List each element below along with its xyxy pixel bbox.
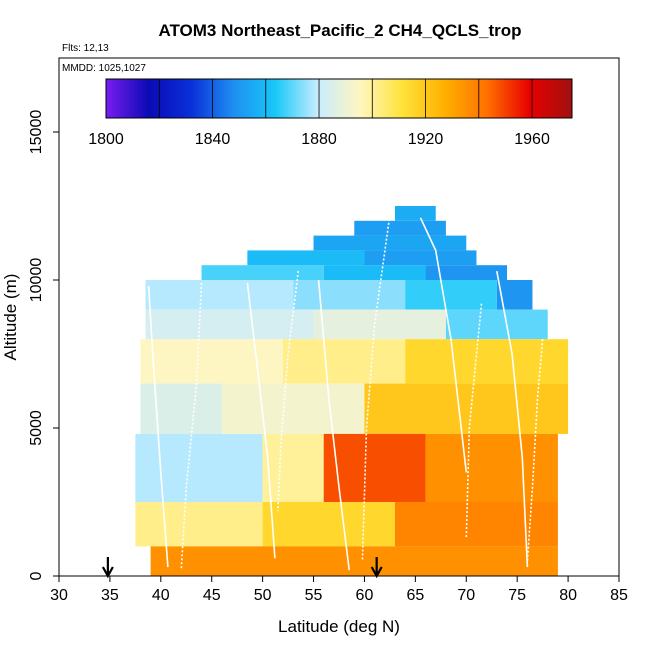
colorbar-frame xyxy=(105,78,573,119)
heatmap-cell xyxy=(262,502,395,547)
flights-label: Flts: 12,13 xyxy=(62,43,109,54)
chart-title: ATOM3 Northeast_Pacific_2 CH4_QCLS_trop xyxy=(158,21,521,40)
x-tick-label: 55 xyxy=(305,587,323,604)
heatmap-cell xyxy=(405,339,569,384)
y-tick-label: 15000 xyxy=(28,110,45,155)
y-axis: 0 5000 10000 15000 xyxy=(28,110,59,580)
heatmap-cell xyxy=(496,280,533,310)
flight-track-profile-2 xyxy=(180,282,203,571)
y-tick-label: 10000 xyxy=(28,258,45,303)
flight-track-profile-5 xyxy=(317,279,350,571)
colorbar-tick-label: 1880 xyxy=(301,131,337,148)
heatmap-cell xyxy=(221,383,365,434)
heatmap-cell xyxy=(293,280,406,310)
x-tick-label: 65 xyxy=(406,587,424,604)
flight-track-profile-7 xyxy=(419,217,468,473)
heatmap-cell xyxy=(135,433,263,502)
down-arrow-icon xyxy=(370,557,383,579)
x-axis: 30 35 40 45 50 55 60 65 70 75 80 85 xyxy=(50,576,628,604)
location-arrows xyxy=(101,557,383,579)
colorbar-dividers xyxy=(158,79,533,118)
colorbar-tick-label: 1800 xyxy=(88,131,124,148)
flight-track-profile-1 xyxy=(147,285,169,568)
heatmap-cell xyxy=(262,433,324,502)
colorbar-gradient-bar xyxy=(106,79,572,118)
x-tick-label: 35 xyxy=(101,587,119,604)
heatmap-cell xyxy=(445,309,548,340)
dates-label: MMDD: 1025,1027 xyxy=(62,63,146,74)
colorbar-tick-label: 1960 xyxy=(514,131,550,148)
heatmap-cell xyxy=(313,235,467,251)
flight-track-profile-3 xyxy=(246,282,276,559)
heatmap-cell xyxy=(405,280,497,310)
x-tick-label: 85 xyxy=(610,587,628,604)
heatmap-cell xyxy=(145,280,294,310)
heatmap-cells xyxy=(135,206,569,576)
x-tick-label: 45 xyxy=(203,587,221,604)
heatmap-cell xyxy=(323,265,426,280)
heatmap-cell xyxy=(313,309,446,340)
y-axis-label: Altitude (m) xyxy=(1,274,20,361)
x-tick-label: 80 xyxy=(559,587,577,604)
plot-frame xyxy=(58,57,620,577)
colorbar-tick-labels: 1800 1840 1880 1920 1960 xyxy=(88,131,550,148)
flight-track-profile-4 xyxy=(277,271,300,511)
flight-tracks xyxy=(147,214,544,571)
flight-track-profile-10 xyxy=(526,339,544,562)
x-tick-label: 60 xyxy=(356,587,374,604)
heatmap-cell xyxy=(140,339,283,384)
x-tick-label: 30 xyxy=(50,587,68,604)
flight-track-profile-6 xyxy=(361,214,391,562)
heatmap-cell xyxy=(201,265,324,280)
heatmap-cell xyxy=(364,383,569,434)
flight-track-profile-8 xyxy=(465,303,483,538)
heatmap-cell xyxy=(323,433,426,502)
heatmap-cell xyxy=(395,206,436,221)
heatmap-cell xyxy=(283,339,406,384)
x-tick-label: 50 xyxy=(254,587,272,604)
heatmap-cell xyxy=(150,546,558,576)
heatmap-cell xyxy=(247,250,365,266)
heatmap-cell xyxy=(135,502,263,547)
heatmap-cell xyxy=(140,383,222,434)
x-axis-label: Latitude (deg N) xyxy=(278,617,400,636)
down-arrow-icon xyxy=(101,557,114,579)
flight-track-profile-9 xyxy=(496,270,529,568)
x-tick-label: 75 xyxy=(508,587,526,604)
heatmap-cell xyxy=(425,433,558,502)
heatmap-cell xyxy=(395,502,558,547)
y-tick-label: 0 xyxy=(28,571,45,580)
heatmap-cell xyxy=(425,265,507,280)
heatmap-cell xyxy=(145,309,314,340)
x-tick-label: 40 xyxy=(152,587,170,604)
y-tick-label: 5000 xyxy=(28,410,45,446)
colorbar: 1800 1840 1880 1920 1960 xyxy=(88,78,573,148)
heatmap-cell xyxy=(354,220,446,236)
x-tick-label: 70 xyxy=(457,587,475,604)
heatmap-cell xyxy=(364,250,477,266)
colorbar-tick-label: 1920 xyxy=(408,131,444,148)
colorbar-tick-label: 1840 xyxy=(195,131,231,148)
